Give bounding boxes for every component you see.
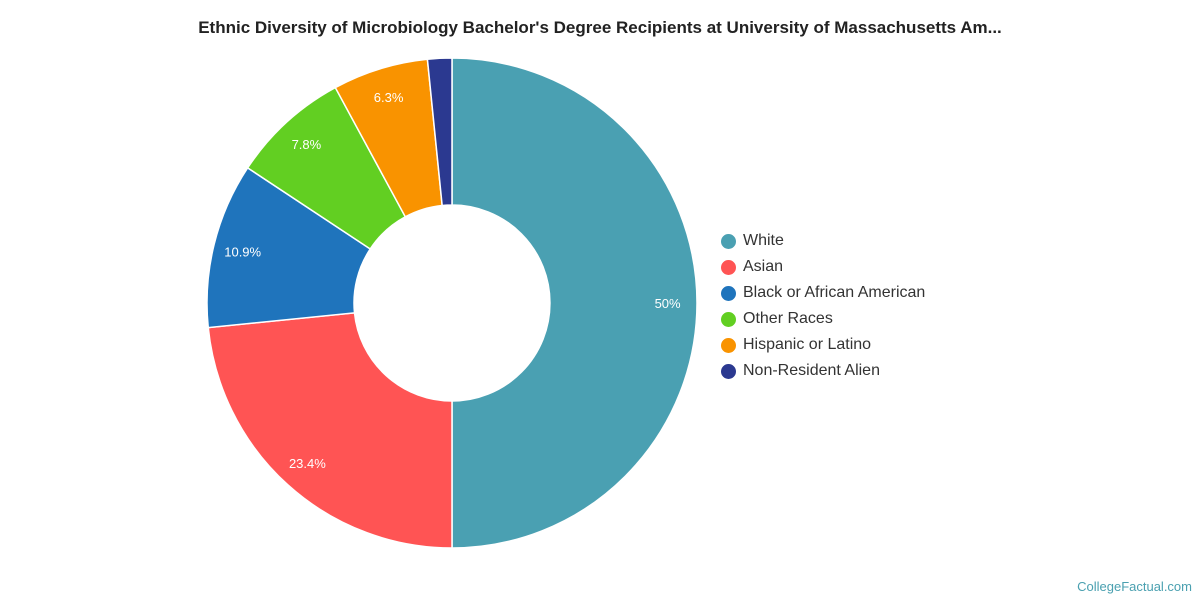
legend-item[interactable]: Hispanic or Latino <box>721 332 925 358</box>
legend-item[interactable]: Non-Resident Alien <box>721 358 925 384</box>
data-label: 50% <box>655 296 681 311</box>
legend-item[interactable]: White <box>721 228 925 254</box>
legend-item[interactable]: Other Races <box>721 306 925 332</box>
credit-link[interactable]: CollegeFactual.com <box>1077 579 1192 594</box>
legend-marker <box>721 363 736 379</box>
legend-label: Black or African American <box>743 284 926 301</box>
legend-label: Hispanic or Latino <box>743 336 872 353</box>
legend-label: Asian <box>743 258 784 275</box>
data-label: 10.9% <box>224 244 261 259</box>
legend-marker <box>721 259 736 275</box>
legend-marker <box>721 311 736 327</box>
legend-marker <box>721 233 736 249</box>
legend-item[interactable]: Asian <box>721 254 925 280</box>
slice-non-resident-alien[interactable] <box>426 57 453 207</box>
legend: White Asian Black or African American Other… <box>721 228 925 384</box>
data-label: 6.3% <box>374 90 404 105</box>
chart-title: Ethnic Diversity of Microbiology Bachelo… <box>198 18 1002 37</box>
legend-marker <box>721 285 736 301</box>
data-label: 7.8% <box>292 137 322 152</box>
legend-item[interactable]: Black or African American <box>721 280 925 306</box>
legend-marker <box>721 337 736 353</box>
legend-label: White <box>743 232 784 249</box>
slice-asian[interactable] <box>207 312 453 549</box>
legend-label: Non-Resident Alien <box>743 362 880 379</box>
data-label: 23.4% <box>289 456 326 471</box>
slice-white[interactable] <box>451 57 698 549</box>
legend-label: Other Races <box>743 310 833 327</box>
